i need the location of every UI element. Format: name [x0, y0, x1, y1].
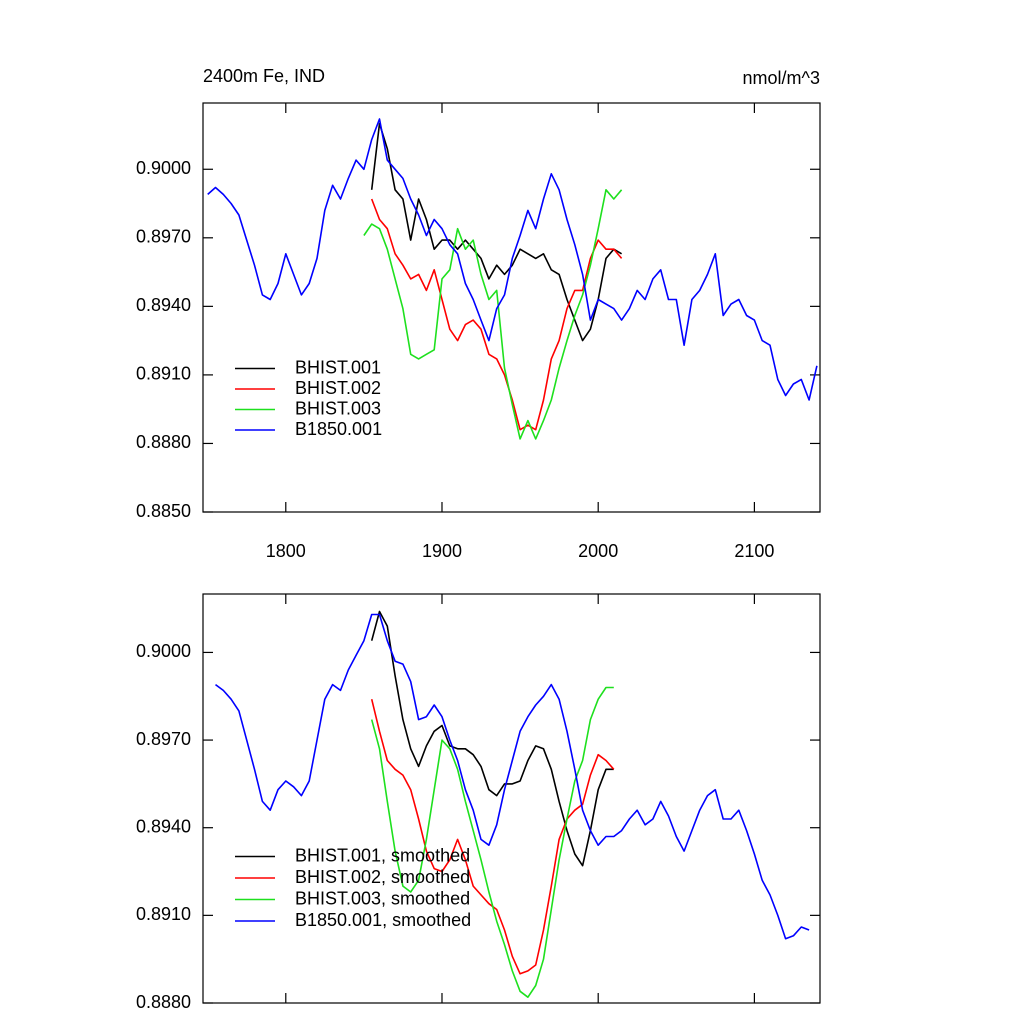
y-tick-label: 0.9000 [136, 158, 191, 178]
x-tick-label: 2000 [578, 541, 618, 561]
series-line [363, 189, 623, 440]
x-tick-label: 2100 [734, 541, 774, 561]
y-tick-label: 0.8940 [136, 816, 191, 836]
y-tick-label: 0.8910 [136, 904, 191, 924]
legend-label: BHIST.001, smoothed [295, 845, 470, 865]
x-tick-label: 1800 [266, 541, 306, 561]
series-line [370, 122, 623, 342]
legend-label: BHIST.003, smoothed [295, 888, 470, 908]
plot-frame [202, 593, 821, 1004]
units-label: nmol/m^3 [743, 68, 820, 88]
y-tick-label: 0.8970 [136, 227, 191, 247]
series-line [370, 610, 614, 867]
y-tick-label: 0.9000 [136, 641, 191, 661]
legend-label: BHIST.002, smoothed [295, 867, 470, 887]
series-line [370, 198, 623, 431]
y-tick-label: 0.8910 [136, 364, 191, 384]
legend-label: B1850.001, smoothed [295, 910, 471, 930]
y-tick-label: 0.8850 [136, 501, 191, 521]
y-tick-label: 0.8970 [136, 729, 191, 749]
y-tick-label: 0.8940 [136, 295, 191, 315]
legend-label: BHIST.003 [295, 398, 381, 418]
legend-label: BHIST.001 [295, 357, 381, 377]
y-tick-label: 0.8880 [136, 432, 191, 452]
chart-title: 2400m Fe, IND [203, 66, 325, 86]
x-tick-label: 1900 [422, 541, 462, 561]
y-tick-label: 0.8880 [136, 992, 191, 1012]
series-line [207, 118, 818, 401]
series-line [370, 686, 614, 998]
legend-label: B1850.001 [295, 419, 382, 439]
legend-label: BHIST.002 [295, 378, 381, 398]
series-line [215, 613, 810, 940]
plot-frame [202, 102, 821, 513]
